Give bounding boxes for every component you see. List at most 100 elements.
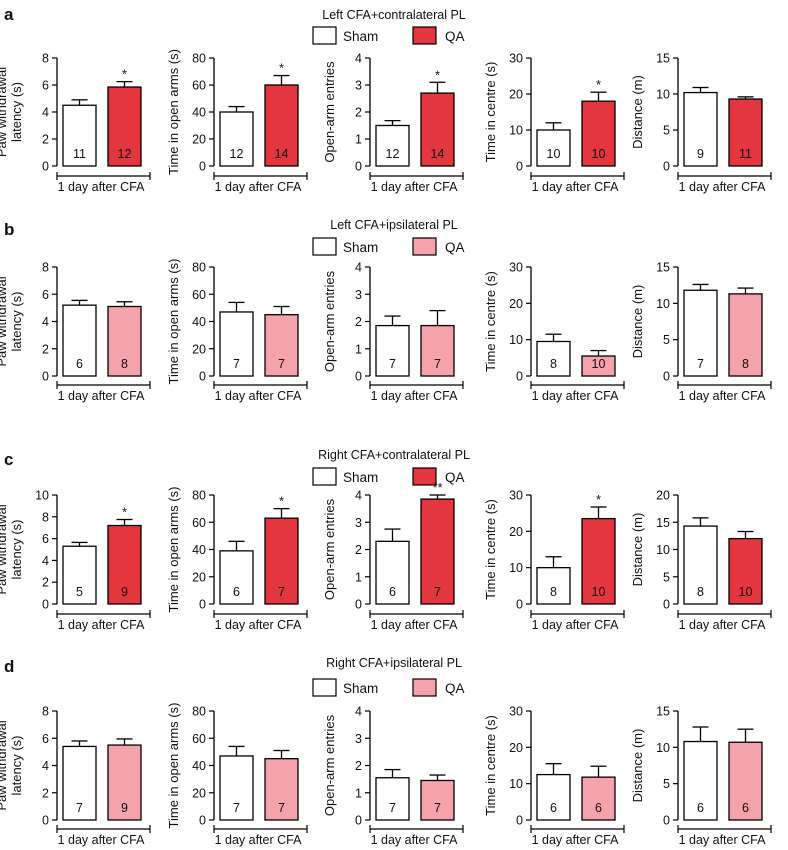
legend-label-qa: QA — [445, 470, 465, 485]
y-tick-label: 0 — [42, 598, 49, 612]
bar-sham — [536, 773, 571, 821]
y-tick-label: 0 — [42, 160, 49, 174]
legend-swatch-sham — [312, 678, 337, 697]
bar-sham — [683, 289, 718, 377]
y-tick-label: 6 — [42, 79, 49, 93]
bar-sham — [683, 91, 718, 167]
y-tick-label: 0 — [663, 370, 670, 384]
y-tick-label: 40 — [192, 759, 206, 773]
significance-marker: * — [279, 494, 284, 509]
chart-5: 0 5 10 15 Distance (m) 6 6 1 day after CFA — [630, 705, 772, 847]
n-label: 7 — [278, 585, 285, 599]
row-title: Right CFA+ipsilateral PL — [326, 656, 462, 670]
bar-sham — [375, 324, 410, 377]
y-tick-label: 20 — [509, 88, 523, 102]
y-tick-label: 3 — [355, 288, 362, 302]
n-label: 9 — [697, 147, 704, 161]
y-tick-label: 20 — [192, 133, 206, 147]
y-tick-label: 60 — [192, 79, 206, 93]
n-label: 9 — [121, 585, 128, 599]
x-axis-label: 1 day after CFA — [532, 180, 620, 194]
y-axis-label: latency (s) — [9, 520, 24, 580]
y-tick-label: 60 — [192, 288, 206, 302]
y-axis-label: Open-arm entries — [322, 714, 337, 816]
bar-sham — [219, 755, 254, 821]
n-label: 6 — [595, 801, 602, 815]
chart-4: 0 10 20 30 Time in centre (s) 10 10 * 1 day afte… — [483, 52, 625, 194]
legend-label-qa: QA — [445, 681, 465, 696]
bar-qa — [420, 92, 455, 167]
n-label: 7 — [434, 357, 441, 371]
y-axis-label: Time in open arms (s) — [166, 487, 181, 613]
panel-b: b Left CFA+ipsilateral PL Sham QA 0 2 4 6 8 Paw w… — [0, 218, 772, 403]
x-axis-label: 1 day after CFA — [58, 833, 146, 847]
y-tick-label: 15 — [656, 705, 670, 719]
y-tick-label: 0 — [355, 370, 362, 384]
y-axis-label: Paw withdrawal — [0, 720, 9, 810]
legend-swatch-sham — [312, 237, 337, 256]
legend-label-sham: Sham — [343, 29, 378, 44]
y-tick-label: 10 — [656, 741, 670, 755]
x-axis-label: 1 day after CFA — [532, 389, 620, 403]
n-label: 8 — [550, 357, 557, 371]
y-axis-label: latency (s) — [9, 292, 24, 352]
bar-qa — [728, 537, 763, 605]
bar-sham — [683, 525, 718, 605]
chart-3: 0 1 2 3 4 Open-arm entries 7 7 1 day after CFA — [322, 705, 464, 847]
y-tick-label: 4 — [42, 759, 49, 773]
y-axis-label: Time in open arms (s) — [166, 259, 181, 385]
y-tick-label: 0 — [199, 370, 206, 384]
y-axis-label: Time in open arms (s) — [166, 703, 181, 829]
y-tick-label: 10 — [509, 333, 523, 347]
y-axis-label: Time in centre (s) — [483, 62, 498, 163]
y-tick-label: 1 — [355, 133, 362, 147]
x-axis-label: 1 day after CFA — [371, 180, 459, 194]
bar-qa — [581, 776, 616, 821]
y-axis-label: Paw withdrawal — [0, 67, 9, 157]
x-axis-label: 1 day after CFA — [679, 180, 767, 194]
y-tick-label: 10 — [35, 489, 49, 503]
x-axis-label: 1 day after CFA — [371, 618, 459, 632]
x-axis-label: 1 day after CFA — [532, 618, 620, 632]
panel-a: a Left CFA+contralateral PL Sham QA 0 2 4 6 8 Paw… — [0, 5, 772, 194]
y-tick-label: 15 — [656, 52, 670, 66]
y-tick-label: 0 — [516, 160, 523, 174]
y-tick-label: 1 — [355, 570, 362, 584]
bar-sham — [62, 104, 97, 167]
y-tick-label: 30 — [509, 489, 523, 503]
n-label: 11 — [739, 147, 752, 161]
bar-qa — [107, 744, 142, 821]
y-axis-label: Open-arm entries — [322, 270, 337, 372]
legend: Sham QA — [312, 678, 465, 697]
y-tick-label: 10 — [656, 543, 670, 557]
y-tick-label: 0 — [199, 598, 206, 612]
y-tick-label: 4 — [42, 315, 49, 329]
y-tick-label: 0 — [516, 370, 523, 384]
y-axis-label: Distance (m) — [630, 75, 645, 149]
n-label: 5 — [76, 585, 83, 599]
y-tick-label: 6 — [42, 532, 49, 546]
y-tick-label: 5 — [663, 333, 670, 347]
legend-label-qa: QA — [445, 240, 465, 255]
n-label: 7 — [389, 357, 396, 371]
bar-qa — [107, 524, 142, 605]
n-label: 6 — [76, 357, 83, 371]
y-tick-label: 3 — [355, 516, 362, 530]
y-axis-label: latency (s) — [9, 82, 24, 142]
y-axis-label: Paw withdrawal — [0, 504, 9, 594]
y-tick-label: 0 — [199, 814, 206, 828]
x-axis-label: 1 day after CFA — [215, 833, 303, 847]
x-axis-label: 1 day after CFA — [215, 618, 303, 632]
y-tick-label: 2 — [42, 786, 49, 800]
y-tick-label: 2 — [355, 106, 362, 120]
x-axis-label: 1 day after CFA — [371, 833, 459, 847]
n-label: 7 — [76, 801, 83, 815]
n-label: 7 — [233, 357, 240, 371]
y-tick-label: 80 — [192, 52, 206, 66]
n-label: 7 — [278, 801, 285, 815]
row-title: Right CFA+contralateral PL — [318, 448, 470, 462]
x-axis-label: 1 day after CFA — [371, 389, 459, 403]
y-tick-label: 2 — [355, 759, 362, 773]
bar-sham — [62, 304, 97, 377]
bar-qa — [581, 355, 616, 377]
